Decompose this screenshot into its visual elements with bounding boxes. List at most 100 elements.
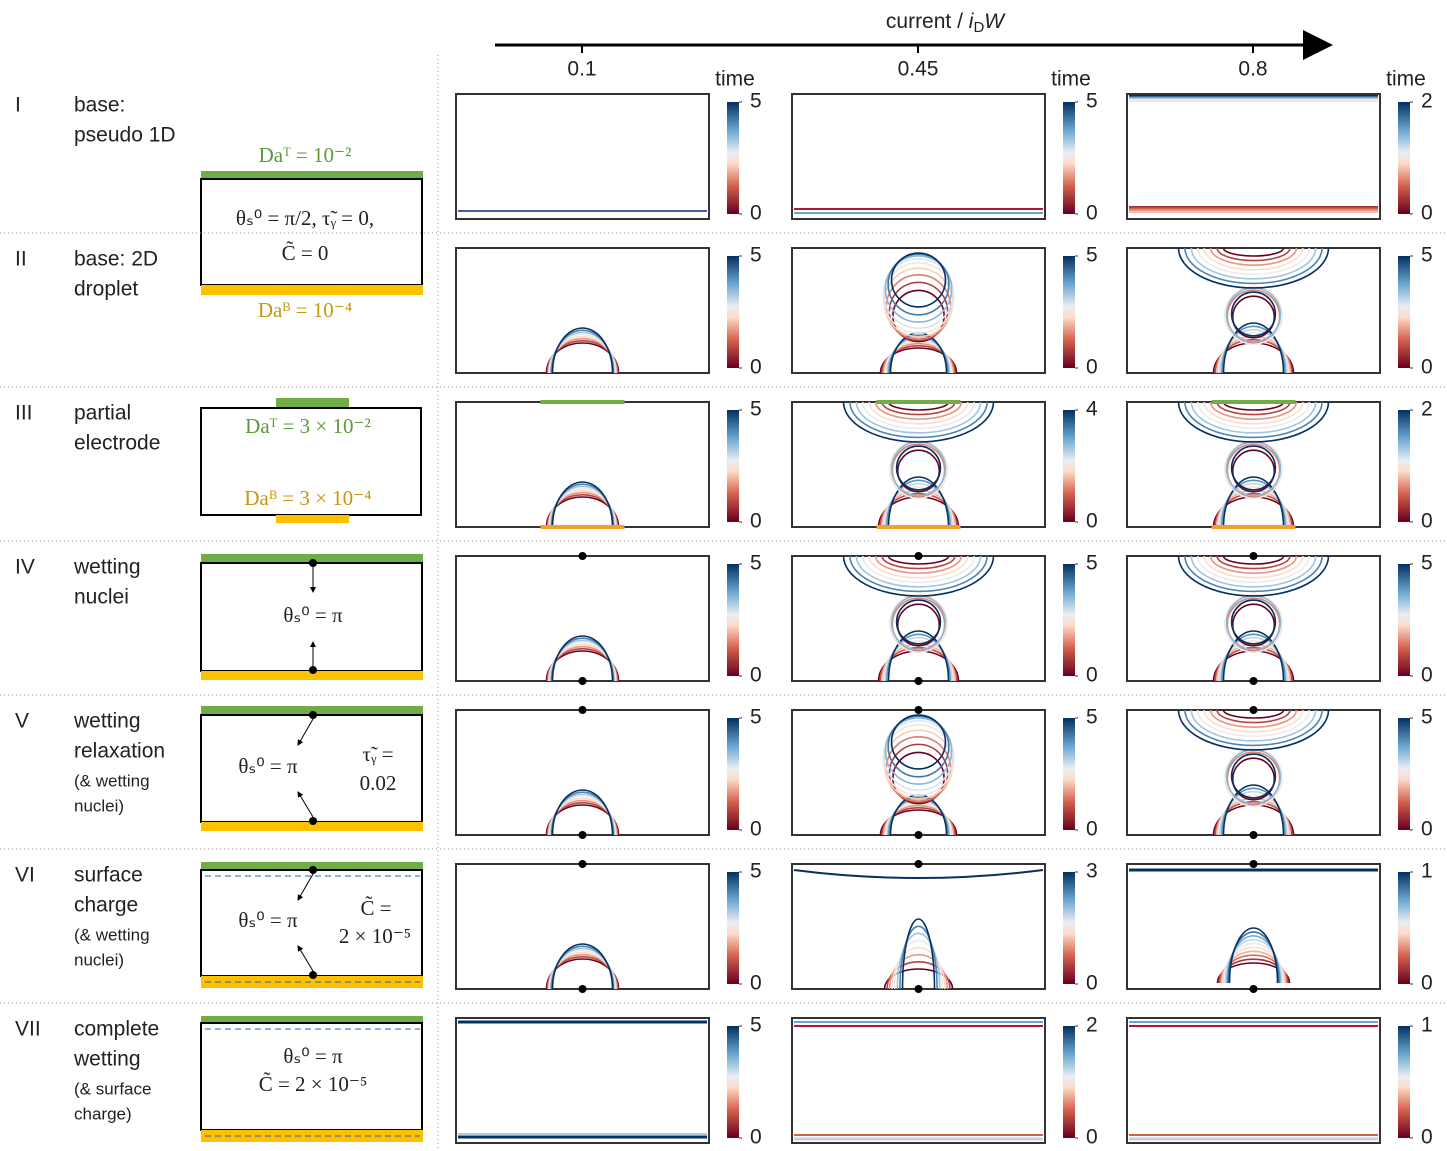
condition: θₛ⁰ = π/2, τ̃ᵧ = 0, bbox=[236, 206, 374, 230]
contour bbox=[884, 255, 953, 323]
colorbar-tick-label: 5 bbox=[1421, 244, 1433, 267]
contour bbox=[1217, 640, 1290, 682]
contour bbox=[889, 440, 948, 499]
contour bbox=[1224, 440, 1283, 499]
plot bbox=[1126, 93, 1381, 220]
contour bbox=[882, 486, 955, 528]
colorbar-tick-label: 0 bbox=[1086, 510, 1098, 533]
colorbar-tick-label: 0 bbox=[1421, 972, 1433, 995]
contour bbox=[1222, 630, 1285, 682]
plot bbox=[1126, 247, 1381, 374]
schematic: θₛ⁰ = π τ̃ᵧ = 0.02 bbox=[200, 706, 423, 831]
contour bbox=[887, 476, 950, 528]
contour bbox=[1217, 486, 1290, 528]
contour bbox=[890, 714, 947, 770]
contour bbox=[1216, 709, 1291, 724]
nucleus bbox=[1249, 552, 1258, 560]
row-numeral: V bbox=[15, 710, 29, 733]
row-label: base: bbox=[74, 94, 125, 117]
schematic: θₛ⁰ = π C̃ = 2 × 10⁻⁵ bbox=[200, 1016, 423, 1142]
plot-frame bbox=[455, 1017, 710, 1144]
row-label: charge bbox=[74, 894, 138, 917]
colorbar-tick-label: 5 bbox=[1086, 552, 1098, 575]
plot-frame bbox=[1126, 93, 1381, 220]
contour bbox=[1190, 247, 1317, 280]
colorbar bbox=[1063, 564, 1075, 676]
plot bbox=[1126, 552, 1381, 685]
plot bbox=[1126, 1017, 1381, 1144]
contour bbox=[1222, 247, 1285, 257]
plot-frame bbox=[1126, 555, 1381, 682]
contour bbox=[855, 401, 982, 434]
contour bbox=[874, 401, 963, 420]
contour bbox=[1231, 295, 1276, 339]
colorbar-tick-label: 0 bbox=[1086, 1126, 1098, 1149]
condition: C̃ = 0 bbox=[282, 241, 329, 265]
colorbar-tick-label: 0 bbox=[1421, 1126, 1433, 1149]
nucleus bbox=[1249, 985, 1258, 993]
contour bbox=[887, 555, 950, 565]
current-label: 0.8 bbox=[1238, 58, 1267, 81]
contour bbox=[886, 479, 951, 528]
contour bbox=[1217, 332, 1290, 374]
plot-frame bbox=[1126, 1017, 1381, 1144]
condition: θₛ⁰ = π bbox=[238, 908, 298, 932]
colorbar bbox=[1063, 102, 1075, 214]
contour bbox=[855, 555, 982, 588]
colorbar-tick-label: 5 bbox=[750, 706, 762, 729]
condition: θₛ⁰ = π bbox=[283, 603, 343, 627]
nucleus bbox=[578, 552, 587, 560]
contour bbox=[901, 918, 936, 990]
contour bbox=[881, 401, 956, 416]
colorbar bbox=[727, 564, 739, 676]
colorbar bbox=[727, 102, 739, 214]
plot bbox=[791, 706, 1046, 839]
contour bbox=[1222, 322, 1285, 374]
condition: C̃ = 2 × 10⁻⁵ bbox=[259, 1072, 368, 1096]
contour bbox=[1209, 247, 1298, 266]
colorbar-tick-label: 1 bbox=[1421, 1014, 1433, 1037]
contour bbox=[551, 943, 614, 990]
colorbar-tick-label: 2 bbox=[1421, 90, 1433, 113]
nucleus bbox=[914, 552, 923, 560]
nucleus bbox=[578, 677, 587, 685]
plot-frame bbox=[455, 863, 710, 990]
nucleus bbox=[578, 831, 587, 839]
contour bbox=[884, 717, 953, 785]
colorbar-tick-label: 0 bbox=[1086, 818, 1098, 841]
nucleus bbox=[578, 985, 587, 993]
condition: θₛ⁰ = π bbox=[238, 754, 298, 778]
plot bbox=[791, 552, 1046, 685]
colorbar bbox=[1398, 256, 1410, 368]
contour bbox=[551, 327, 614, 374]
row-numeral: IV bbox=[15, 556, 35, 579]
nucleus bbox=[914, 985, 923, 993]
colorbar-tick-label: 5 bbox=[1421, 552, 1433, 575]
row-numeral: VII bbox=[15, 1018, 41, 1041]
contour bbox=[1221, 633, 1286, 682]
colorbar-tick-label: 5 bbox=[750, 1014, 762, 1037]
contour bbox=[1196, 555, 1311, 583]
colorbar-tick-label: 4 bbox=[1086, 398, 1098, 421]
plot bbox=[455, 1017, 710, 1144]
contour bbox=[1203, 709, 1304, 733]
colorbar bbox=[727, 410, 739, 522]
contour bbox=[882, 257, 955, 330]
row-label: wetting bbox=[73, 556, 141, 579]
bottom-label: Daᴮ = 3 × 10⁻⁴ bbox=[244, 486, 371, 510]
plot-frame bbox=[455, 247, 710, 374]
contour bbox=[1230, 753, 1277, 799]
contour bbox=[886, 633, 951, 682]
colorbar-tick-label: 0 bbox=[1421, 202, 1433, 225]
contour bbox=[888, 796, 949, 836]
contour bbox=[1216, 247, 1291, 262]
contour bbox=[874, 555, 963, 574]
contour bbox=[1203, 555, 1304, 579]
row-label: electrode bbox=[74, 432, 160, 455]
plot-frame bbox=[1126, 247, 1381, 374]
top-label: Daᵀ = 3 × 10⁻² bbox=[245, 414, 371, 438]
colorbar bbox=[1063, 256, 1075, 368]
colorbar-tick-label: 0 bbox=[750, 1126, 762, 1149]
contour bbox=[1231, 449, 1276, 493]
contour bbox=[861, 401, 976, 429]
